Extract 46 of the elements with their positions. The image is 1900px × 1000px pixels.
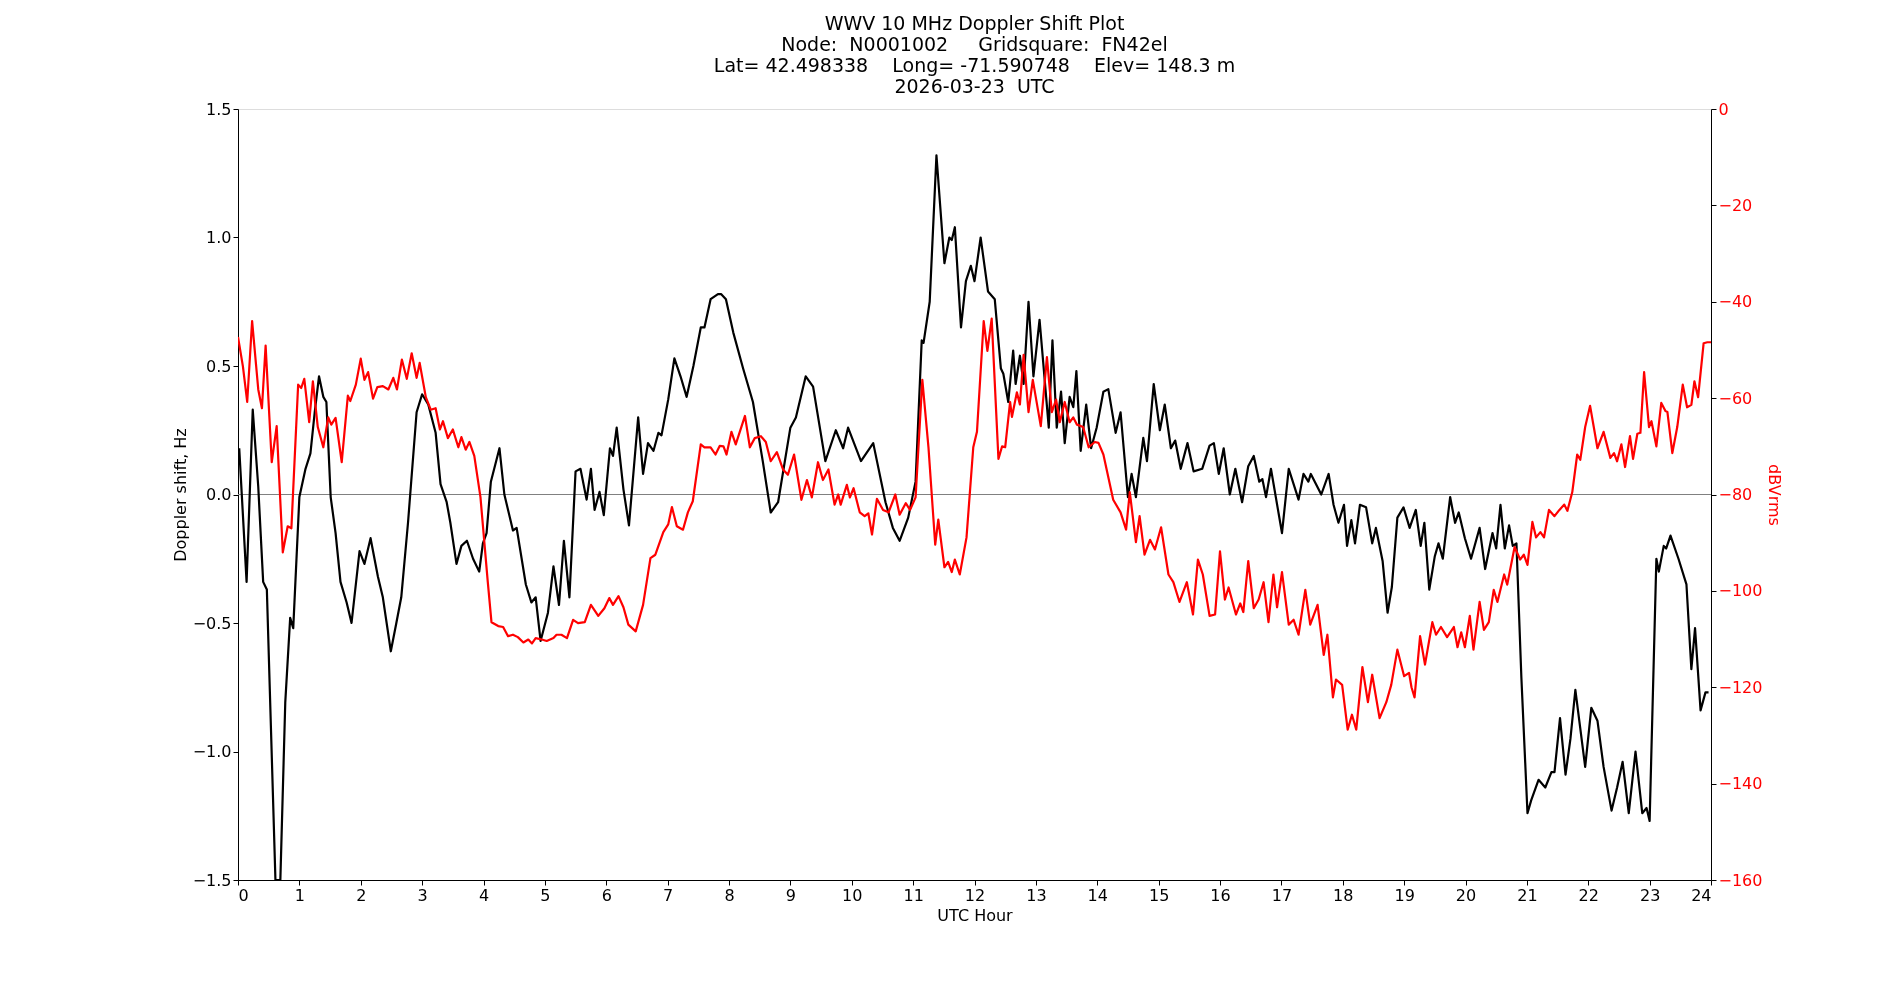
- y2-tick-label: −140: [1718, 774, 1763, 794]
- y2-tick-label: −20: [1718, 195, 1753, 215]
- x-tick-label: 10: [842, 885, 863, 905]
- y-tick-label: −1.0: [192, 742, 232, 761]
- x-tick-label: 9: [785, 885, 796, 905]
- x-tick-label: 22: [1578, 885, 1599, 905]
- x-tick-label: 11: [903, 885, 924, 905]
- y-tick-label: −1.5: [192, 870, 232, 890]
- x-tick-label: 8: [724, 885, 735, 905]
- x-tick-label: 21: [1517, 885, 1538, 905]
- x-tick-label: 23: [1639, 885, 1661, 905]
- y-tick-label: 0.0: [206, 485, 232, 504]
- x-tick-label: 7: [663, 885, 674, 905]
- y2-tick-label: −40: [1718, 292, 1753, 312]
- line-series: [238, 317, 1711, 731]
- y2-tick-label: 0: [1718, 99, 1729, 119]
- y2-tick-label: −160: [1718, 870, 1763, 890]
- y-tick-label: 1.5: [206, 99, 232, 119]
- x-tick-label: 14: [1087, 885, 1108, 905]
- x-tick-label: 2: [356, 885, 367, 905]
- x-tick-label: 0: [238, 885, 249, 905]
- x-tick-label: 1: [294, 885, 305, 905]
- x-tick-label: 4: [478, 885, 490, 905]
- chart-title: WWV 10 MHz Doppler Shift Plot Node: N0001002 Gridsquare: FN42el Lat= 42.498338 Long= -71.590748 Elev= 148.3 m 2026-03-23 UTC: [713, 12, 1236, 97]
- x-tick-label: 6: [601, 885, 612, 905]
- x-tick-label: 19: [1394, 885, 1415, 905]
- x-tick-label: 12: [964, 885, 986, 905]
- y-tick-label: 0.5: [206, 356, 232, 376]
- y2-tick-label: −120: [1718, 677, 1763, 697]
- y-axis-title: Doppler shift, Hz: [170, 428, 190, 562]
- x-tick-label: 3: [417, 885, 428, 905]
- y2-tick-label: −60: [1718, 388, 1753, 408]
- x-tick-label: 20: [1455, 885, 1477, 905]
- x-tick-label: 5: [540, 885, 551, 905]
- x-tick-label: 16: [1210, 885, 1231, 905]
- x-tick-label: 13: [1026, 885, 1047, 905]
- x-tick-label: 24: [1691, 885, 1712, 905]
- x-tick-label: 17: [1271, 885, 1293, 905]
- y-tick-label: −0.5: [192, 613, 232, 633]
- y2-axis-title: dBVrms: [1765, 464, 1785, 526]
- x-axis-title: UTC Hour: [937, 905, 1014, 925]
- x-tick-label: 15: [1148, 885, 1170, 905]
- y2-tick-label: −100: [1718, 581, 1763, 601]
- x-tick-label: 18: [1333, 885, 1354, 905]
- y2-tick-label: −80: [1718, 485, 1753, 504]
- y-tick-label: 1.0: [206, 228, 232, 247]
